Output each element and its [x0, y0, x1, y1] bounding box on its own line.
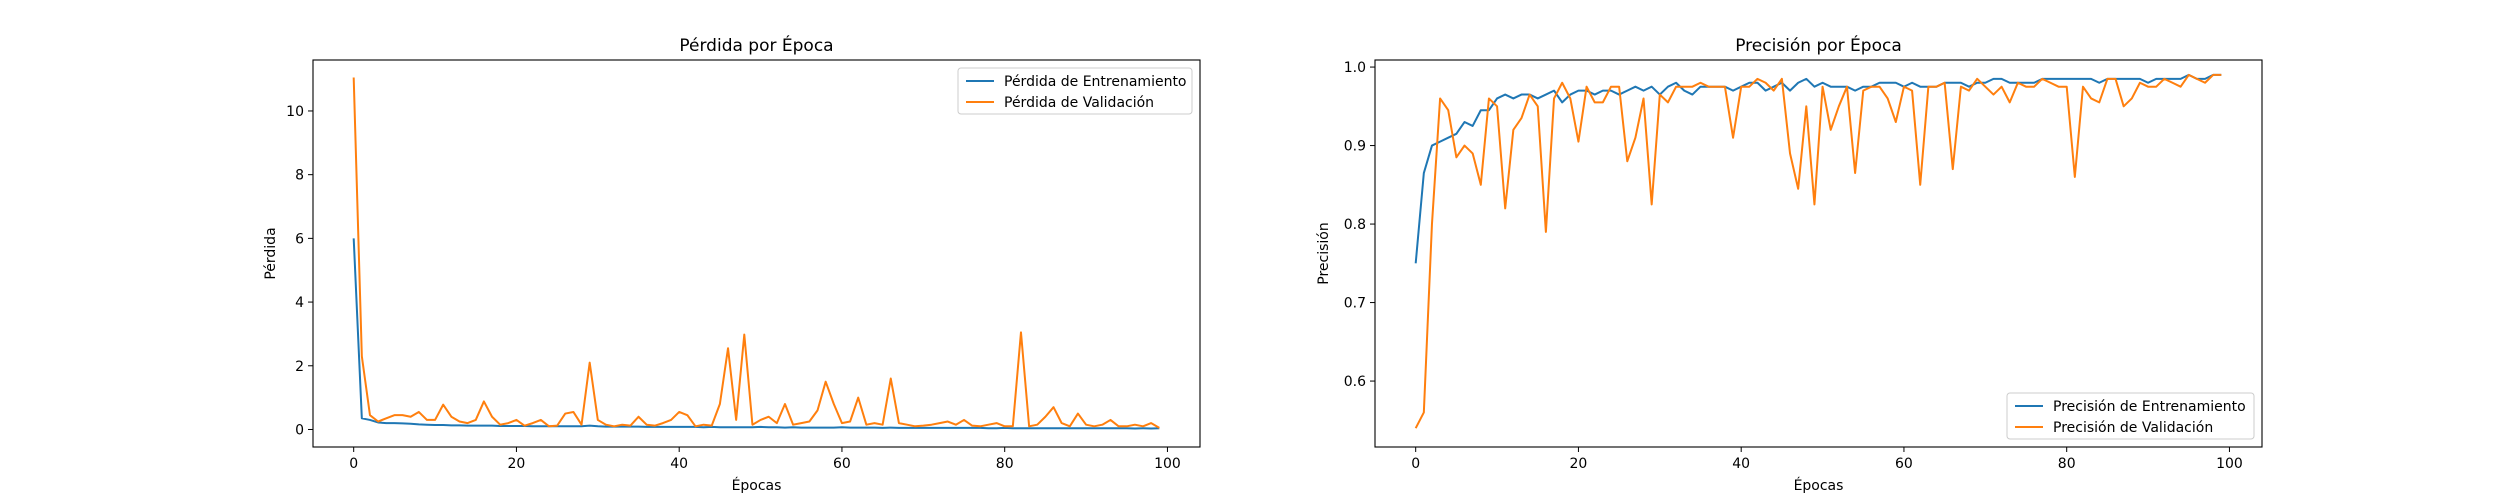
plot-frame [1374, 59, 2263, 448]
legend-label: Precisión de Validación [2053, 420, 2213, 436]
y-tick-label: 1.0 [1344, 60, 1366, 76]
y-tick-label: 0.8 [1344, 217, 1366, 233]
x-tick-label: 100 [2216, 456, 2243, 472]
y-axis-label: Pérdida [263, 227, 279, 279]
chart-title: Pérdida por Época [679, 34, 833, 56]
legend-label: Pérdida de Validación [1004, 95, 1154, 111]
x-tick-label: 80 [2058, 456, 2076, 472]
x-tick-label: 80 [996, 456, 1014, 472]
y-tick-label: 4 [295, 295, 304, 311]
chart-2: Precisión por Época Épocas Precisión 0 20 40 6… [1316, 34, 2263, 494]
x-tick-label: 20 [508, 456, 526, 472]
x-tick-label: 100 [1154, 456, 1181, 472]
legend-box [957, 67, 1193, 115]
legend-label: Precisión de Entrenamiento [2053, 399, 2246, 415]
series-line-training [352, 238, 1160, 430]
y-tick-label: 0 [295, 422, 304, 438]
legend-label: Pérdida de Entrenamiento [1004, 74, 1187, 90]
x-tick-label: 20 [1570, 456, 1588, 472]
legend: Precisión de Entrenamiento Precisión de V… [2006, 392, 2255, 440]
y-axis-label: Precisión [1316, 222, 1332, 284]
y-tick-label: 0.7 [1344, 296, 1366, 312]
series-line-training [1414, 73, 2222, 264]
y-tick-label: 10 [286, 104, 304, 120]
x-tick-label: 60 [833, 456, 851, 472]
x-tick-label: 40 [670, 456, 688, 472]
series-line-validation [352, 77, 1160, 429]
x-tick-label: 0 [349, 456, 358, 472]
x-tick-label: 40 [1732, 456, 1750, 472]
x-tick-label: 60 [1895, 456, 1913, 472]
y-tick-label: 2 [295, 359, 304, 375]
y-tick-label: 0.6 [1344, 374, 1366, 390]
x-axis-label: Épocas [1794, 477, 1844, 494]
x-tick-label: 0 [1411, 456, 1420, 472]
series-line-validation [1414, 73, 2222, 429]
legend: Pérdida de Entrenamiento Pérdida de Valid… [957, 67, 1193, 115]
plot-frame [312, 59, 1201, 448]
legend-box [2006, 392, 2255, 440]
x-axis-label: Épocas [732, 477, 782, 494]
y-tick-label: 6 [295, 231, 304, 247]
y-tick-label: 8 [295, 168, 304, 184]
y-tick-label: 0.9 [1344, 139, 1366, 155]
chart-title: Precisión por Época [1735, 34, 1902, 56]
